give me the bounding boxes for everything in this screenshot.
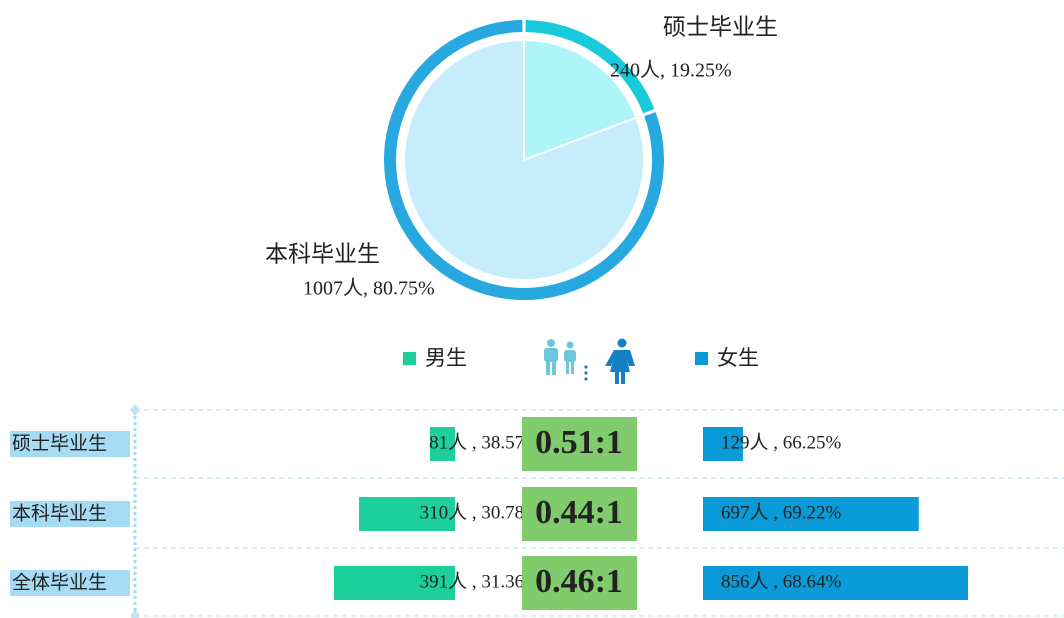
- category-bg: [10, 431, 130, 457]
- pie-slice: [403, 38, 645, 281]
- ratio-label: 0.46:1: [535, 563, 623, 600]
- slice-label: 240人, 19.25%: [610, 59, 732, 82]
- bar-label: 310人 , 30.78%: [420, 501, 541, 523]
- legend-swatch: [403, 352, 416, 365]
- bar-label: 81人 , 38.57%: [429, 431, 540, 453]
- legend-label: 男生: [425, 346, 467, 370]
- category-bg: [10, 570, 130, 596]
- legend-label: 女生: [717, 346, 759, 370]
- bar-label: 129人 , 66.25%: [721, 431, 842, 453]
- category-label: 全体毕业生: [12, 572, 107, 594]
- ring-segment: [525, 20, 655, 114]
- slice-label: 1007人, 80.75%: [303, 277, 435, 300]
- bar: [703, 427, 743, 461]
- people-icon: [544, 338, 635, 384]
- category-label: 硕士毕业生: [12, 433, 107, 455]
- ring-segment: [384, 20, 664, 300]
- diamond: [130, 610, 140, 618]
- slice-name: 硕士毕业生: [663, 15, 778, 41]
- bar: [333, 566, 455, 600]
- slice-name: 本科毕业生: [265, 242, 380, 268]
- ratio-box: [522, 417, 637, 471]
- ratio-box: [522, 487, 637, 541]
- diamond: [130, 404, 140, 416]
- category-bg: [10, 501, 130, 527]
- table-frame: [133, 409, 1064, 617]
- bar-label: 856人 , 68.64%: [721, 570, 842, 592]
- bar-label: 391人 , 31.36%: [420, 570, 541, 592]
- ratio-label: 0.44:1: [535, 494, 623, 531]
- bar: [359, 497, 455, 531]
- legend-swatch: [695, 352, 708, 365]
- bar-label: 697人 , 69.22%: [721, 501, 842, 523]
- bar: [703, 566, 968, 600]
- category-label: 本科毕业生: [12, 503, 107, 525]
- ratio-box: [522, 556, 637, 610]
- bar: [703, 497, 919, 531]
- bar: [429, 427, 455, 461]
- ratio-label: 0.51:1: [535, 424, 623, 461]
- pie-slice: [523, 38, 638, 162]
